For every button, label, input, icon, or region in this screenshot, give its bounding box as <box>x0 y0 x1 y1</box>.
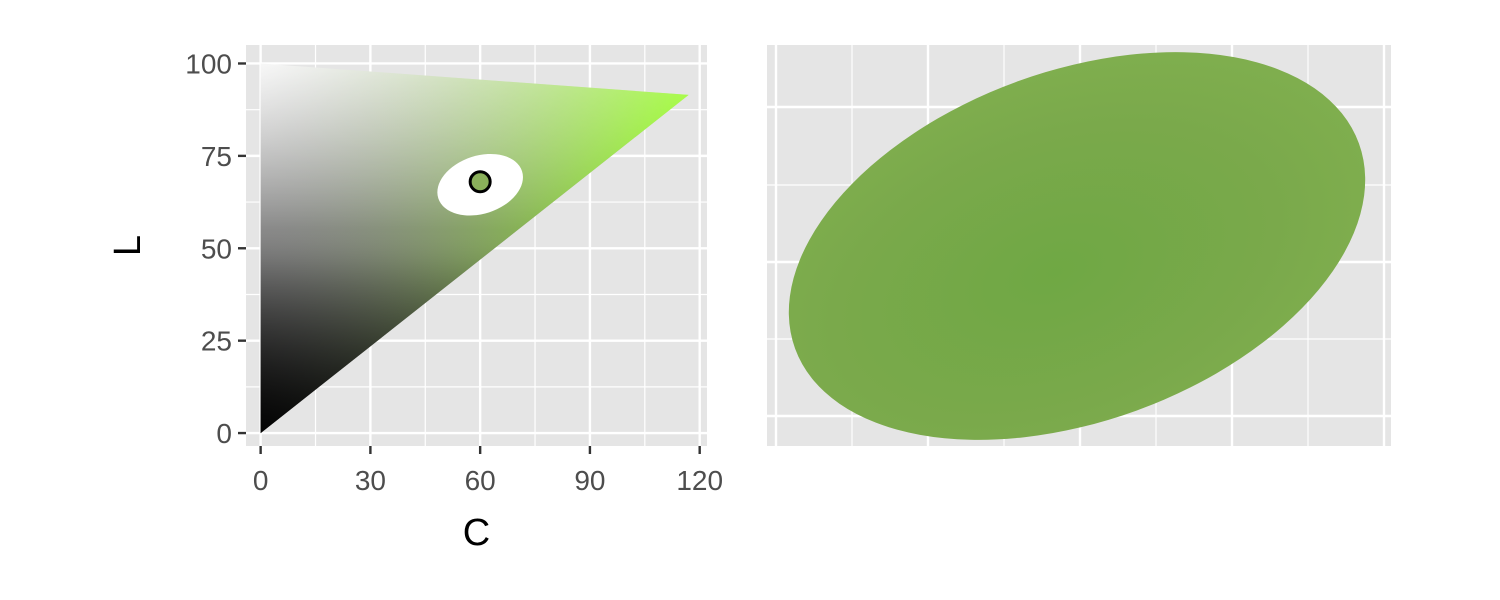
y-tick-label: 0 <box>216 418 232 449</box>
left-panel: 0 30 60 90 120 0 25 50 75 100 C L <box>107 45 723 554</box>
selected-color-point[interactable] <box>468 170 492 194</box>
x-tick-label: 60 <box>465 465 496 496</box>
color-sample-ellipse <box>788 52 1366 440</box>
y-tick-label: 50 <box>201 233 232 264</box>
x-tick-label: 120 <box>676 465 723 496</box>
y-axis-ticks: 0 25 50 75 100 <box>185 48 246 449</box>
y-tick-label: 100 <box>185 48 232 79</box>
x-axis-title: C <box>463 512 490 554</box>
y-tick-label: 75 <box>201 141 232 172</box>
y-axis-title: L <box>107 235 149 256</box>
x-tick-label: 0 <box>253 465 269 496</box>
right-panel <box>767 45 1391 446</box>
x-tick-label: 30 <box>355 465 386 496</box>
x-axis-ticks: 0 30 60 90 120 <box>253 446 723 496</box>
y-tick-label: 25 <box>201 326 232 357</box>
x-tick-label: 90 <box>574 465 605 496</box>
